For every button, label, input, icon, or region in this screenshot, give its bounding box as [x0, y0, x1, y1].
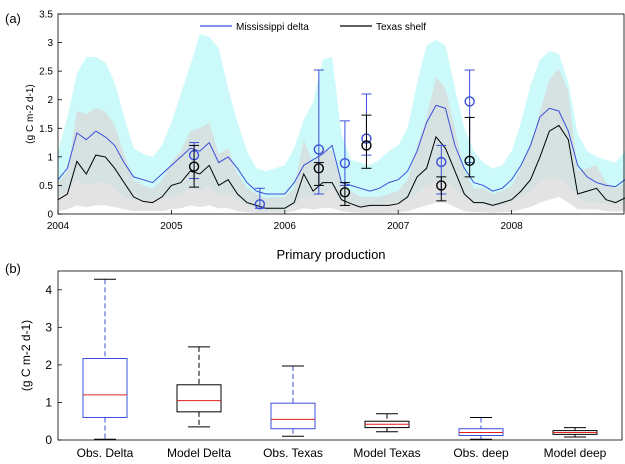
- y-tick-label: 1: [45, 395, 52, 409]
- panel-b-title: Primary production: [276, 247, 385, 262]
- y-tick-label: 1: [47, 152, 53, 163]
- texas-obs-point: [339, 187, 351, 198]
- category-label: Obs. Texas: [263, 446, 323, 460]
- y-tick-label: 3: [45, 320, 52, 334]
- y-tick-label: 2.5: [39, 67, 53, 78]
- box-item: [552, 427, 598, 438]
- y-tick-label: 3: [47, 38, 53, 49]
- box-iqr: [270, 402, 316, 430]
- panel-b-boxplot-chart: Obs. Delta Model Delta Obs. Texas Model Tex…: [19, 270, 623, 460]
- y-tick-label: 0: [47, 210, 53, 221]
- texas-obs-point: [464, 155, 475, 167]
- category-label: Model Texas: [353, 446, 420, 460]
- panel-b-frame: [57, 270, 623, 441]
- texas-obs-point: [188, 161, 200, 172]
- legend-entry: Mississippi delta: [236, 22, 309, 33]
- box-item: [176, 346, 222, 428]
- delta-obs-point: [436, 156, 447, 168]
- texas-obs-point: [313, 163, 325, 174]
- box-item: [82, 278, 128, 440]
- x-tick-label: 2004: [47, 221, 70, 232]
- category-label: Model Delta: [167, 446, 231, 460]
- box-item: [270, 365, 316, 437]
- panel-b-label: (b): [5, 261, 21, 276]
- y-tick-label: 1.5: [39, 124, 53, 135]
- box-item: [458, 416, 504, 440]
- y-tick-label: 4: [45, 283, 52, 297]
- panel-a-label: (a): [5, 11, 21, 26]
- legend-entry: Texas shelf: [376, 22, 426, 33]
- delta-obs-point: [339, 157, 351, 169]
- panel-a-timeseries-chart: 0 0.5 1 1.5 2 2.5 3 3.5 2004 2005 2006 2007 2008 (g C…: [25, 10, 625, 232]
- texas-range-band: [58, 68, 625, 213]
- y-tick-label: 0: [45, 433, 52, 447]
- y-tick-label: 2: [47, 95, 53, 106]
- texas-obs-point: [361, 140, 372, 151]
- legend: Mississippi delta Texas shelf: [200, 22, 426, 33]
- delta-obs-point: [464, 96, 475, 107]
- category-label: Model deep: [544, 446, 607, 460]
- y-axis-label: (g C m-2 d-1): [25, 84, 36, 143]
- delta-obs-point: [254, 199, 266, 210]
- delta-obs-point: [313, 144, 325, 155]
- x-tick-label: 2007: [387, 221, 410, 232]
- x-tick-label: 2006: [274, 221, 297, 232]
- category-label: Obs. Delta: [77, 446, 134, 460]
- category-label: Obs. deep: [453, 446, 509, 460]
- x-tick-label: 2005: [160, 221, 183, 232]
- texas-model-line: [57, 124, 625, 209]
- box-iqr: [176, 384, 222, 413]
- box-item: [364, 413, 410, 433]
- texas-obs-point: [436, 180, 447, 191]
- y-axis-label: (g C m-2 d-1): [19, 320, 33, 391]
- y-tick-label: 2: [45, 358, 52, 372]
- panel-a-frame: [57, 13, 625, 215]
- y-tick-label: 3.5: [39, 10, 53, 21]
- box-iqr: [82, 358, 128, 418]
- x-tick-label: 2008: [500, 221, 523, 232]
- y-tick-label: 0.5: [39, 181, 53, 192]
